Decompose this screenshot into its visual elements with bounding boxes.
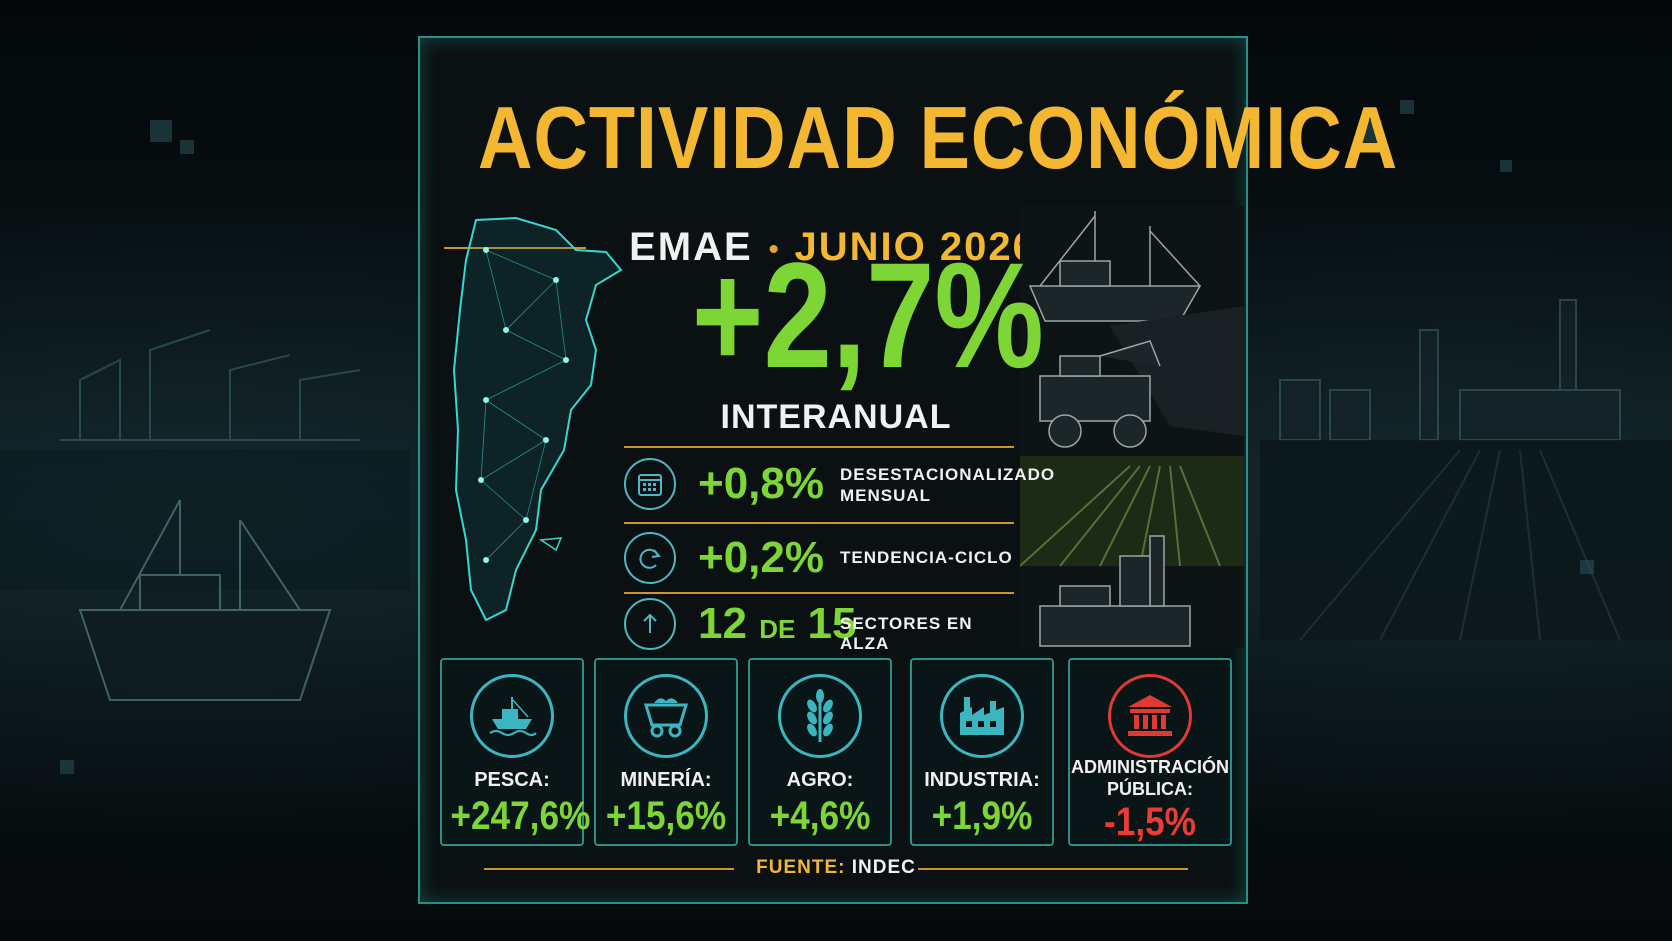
- sectors-up-label: SECTORES EN ALZA: [840, 614, 973, 653]
- footer: FUENTE: INDEC: [0, 856, 1672, 880]
- sectors-total: 15: [807, 599, 857, 648]
- wheat-icon: [778, 674, 862, 758]
- sector-card-agro: AGRO: +4,6%: [748, 658, 892, 846]
- trend-cycle-value: +0,2%: [698, 533, 824, 582]
- divider: [624, 522, 1014, 524]
- sector-name: MINERÍA:: [620, 769, 712, 791]
- source-name: INDEC: [851, 857, 916, 878]
- footer-divider-left: [484, 868, 734, 870]
- subtitle-date: JUNIO 2026: [794, 225, 1037, 269]
- sector-card-industria: INDUSTRIA: +1,9%: [910, 658, 1054, 846]
- sectors-up-value: 12 DE 15: [698, 598, 857, 655]
- sector-name: AGRO:: [786, 769, 854, 791]
- source-label: FUENTE:: [756, 857, 846, 878]
- sector-name-line1: ADMINISTRACIÓN: [1071, 757, 1229, 777]
- headline-label: INTERANUAL: [720, 398, 952, 436]
- page-title: ACTIVIDAD ECONÓMICA: [477, 88, 1399, 187]
- sector-card-pesca: PESCA: +247,6%: [440, 658, 591, 846]
- government-building-icon: [1108, 674, 1192, 758]
- divider: [624, 446, 1014, 448]
- footer-divider-right: [918, 868, 1188, 870]
- headline-value: +2,7%: [691, 231, 1044, 399]
- sector-card-administracion-publica: ADMINISTRACIÓN PÚBLICA: -1,5%: [1068, 658, 1232, 846]
- sector-card-mineria: MINERÍA: +15,6%: [594, 658, 738, 846]
- subtitle-divider-left: [444, 247, 586, 249]
- subtitle-separator: •: [768, 233, 779, 265]
- subtitle-indicator: EMAE: [629, 225, 753, 269]
- source-credit: FUENTE: INDEC: [0, 856, 1672, 880]
- sector-value: +15,6%: [605, 794, 727, 838]
- mining-cart-icon: [624, 674, 708, 758]
- stat-row-seasonally-adjusted: +0,8% DESESTACIONALIZADO MENSUAL: [624, 458, 1054, 514]
- seasonally-adjusted-label-2: MENSUAL: [840, 486, 932, 505]
- seasonally-adjusted-value: +0,8%: [698, 459, 824, 508]
- sectors-up-de: DE: [759, 614, 796, 644]
- seasonally-adjusted-label-1: DESESTACIONALIZADO: [840, 465, 1056, 484]
- industry-illustration: [1020, 206, 1244, 648]
- sector-cards: PESCA: +247,6% MINERÍA: +15,6%: [440, 658, 1232, 848]
- sectors-up-count: 12: [698, 599, 747, 648]
- sector-name: ADMINISTRACIÓN PÚBLICA:: [1070, 756, 1230, 800]
- sector-value: +1,9%: [931, 794, 1033, 838]
- sector-name: INDUSTRIA:: [924, 769, 1040, 791]
- sector-value: -1,5%: [1104, 800, 1196, 844]
- argentina-map-illustration: [452, 216, 623, 622]
- cycle-icon: [624, 532, 676, 584]
- sector-name: PESCA:: [474, 769, 550, 791]
- divider: [624, 592, 1014, 594]
- stat-row-sectors-up: 12 DE 15 SECTORES EN ALZA: [624, 598, 1024, 654]
- stat-row-trend-cycle: +0,2% TENDENCIA-CICLO: [624, 532, 1024, 588]
- trend-cycle-label: TENDENCIA-CICLO: [840, 548, 1013, 567]
- sector-value: +247,6%: [450, 794, 591, 838]
- sector-name-line2: PÚBLICA:: [1107, 779, 1193, 799]
- subtitle-row: EMAE • JUNIO 2026: [420, 225, 1246, 269]
- calendar-icon: [624, 458, 676, 510]
- subtitle: EMAE • JUNIO 2026: [420, 225, 1246, 271]
- sector-value: +4,6%: [769, 794, 871, 838]
- arrow-up-icon: [624, 598, 676, 650]
- factory-icon: [940, 674, 1024, 758]
- fishing-boat-icon: [470, 674, 554, 758]
